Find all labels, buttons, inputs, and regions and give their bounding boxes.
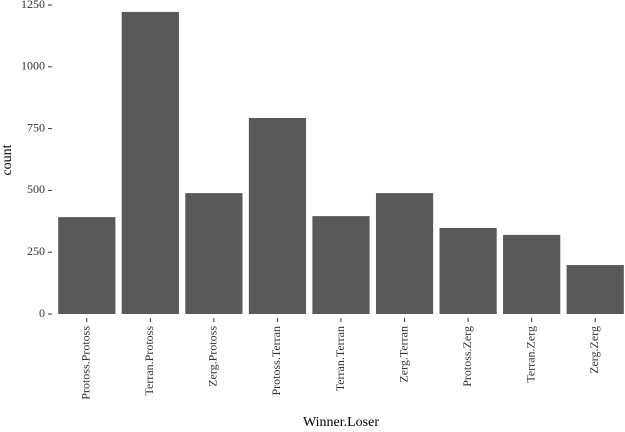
bar bbox=[375, 193, 434, 314]
x-axis-title: Winner.Loser bbox=[303, 415, 379, 430]
x-tick-label: Zerg.Terran bbox=[396, 326, 410, 383]
x-tick-label: Terran.Terran bbox=[333, 326, 347, 391]
x-tick-label: Protoss.Zerg bbox=[460, 326, 474, 387]
y-tick-label: 0 bbox=[39, 306, 45, 320]
x-tick-label: Terran.Protoss bbox=[142, 326, 156, 396]
y-tick-label: 750 bbox=[27, 120, 45, 134]
x-tick-label: Protoss.Protoss bbox=[79, 326, 93, 400]
y-tick-label: 250 bbox=[27, 244, 45, 258]
bar bbox=[185, 193, 243, 314]
bar bbox=[503, 234, 561, 314]
bar bbox=[312, 216, 370, 314]
bar bbox=[248, 117, 307, 314]
bar bbox=[58, 217, 116, 314]
bar bbox=[566, 265, 624, 314]
x-tick-label: Terran.Zerg bbox=[523, 326, 537, 383]
x-tick-label: Zerg.Protoss bbox=[206, 326, 220, 387]
y-tick-label: 1000 bbox=[21, 59, 45, 73]
y-axis-title: count bbox=[0, 144, 15, 175]
x-tick-label: Zerg.Zerg bbox=[587, 326, 601, 374]
bar bbox=[439, 227, 497, 314]
y-tick-label: 500 bbox=[27, 182, 45, 196]
y-tick-label: 1250 bbox=[21, 0, 45, 11]
x-tick-label: Protoss.Terran bbox=[269, 326, 283, 395]
bar bbox=[121, 11, 179, 314]
